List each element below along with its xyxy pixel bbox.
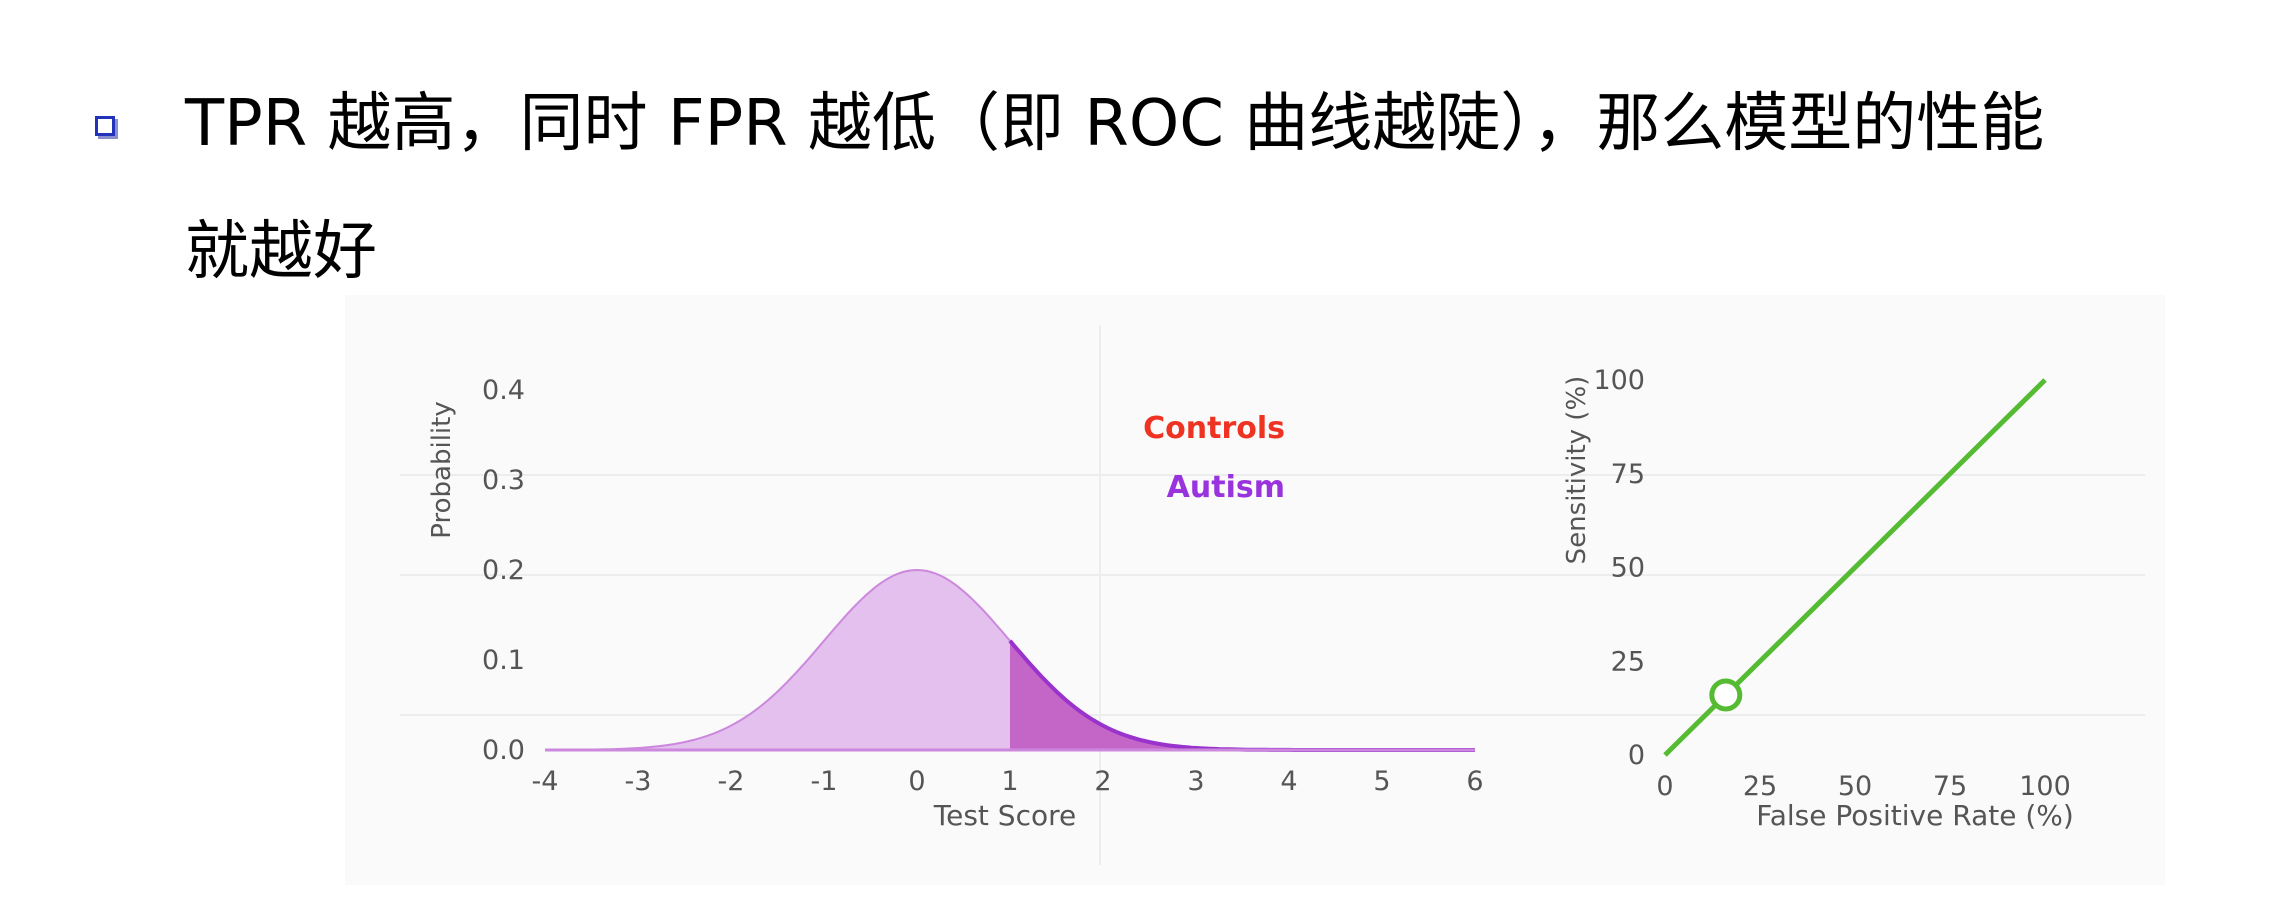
y-tick-label: 25 <box>1611 646 1645 677</box>
roc-x-label: False Positive Rate (%) <box>1756 799 2074 832</box>
roc-y-ticks: 0 25 50 75 100 <box>1593 365 1645 771</box>
distribution-chart: Probability 0.0 0.1 0.2 0.3 0.4 -4 -3 -2 -1 0 1 2 3… <box>427 375 1484 832</box>
distribution-y-label: Probability <box>427 401 457 538</box>
roc-operating-point <box>1709 678 1743 712</box>
y-tick-label: 0 <box>1628 740 1645 771</box>
distribution-y-ticks: 0.0 0.1 0.2 0.3 0.4 <box>482 375 525 766</box>
threshold-shaded-area <box>1010 640 1475 750</box>
y-tick-label: 0.3 <box>482 465 525 496</box>
x-tick-label: 50 <box>1838 771 1872 802</box>
figure-panel: Probability 0.0 0.1 0.2 0.3 0.4 -4 -3 -2 -1 0 1 2 3… <box>345 295 2165 885</box>
x-tick-label: 5 <box>1373 766 1390 797</box>
legend-controls: Controls <box>1143 411 1285 446</box>
legend-autism: Autism <box>1167 470 1285 505</box>
x-tick-label: 6 <box>1466 766 1483 797</box>
x-tick-label: 2 <box>1094 766 1111 797</box>
distribution-x-label: Test Score <box>933 799 1076 832</box>
distribution-x-ticks: -4 -3 -2 -1 0 1 2 3 4 5 6 <box>532 766 1484 797</box>
bullet-text-line-1: TPR 越高，同时 FPR 越低（即 ROC 曲线越陡），那么模型的性能 <box>185 87 2045 161</box>
y-tick-label: 0.0 <box>482 735 525 766</box>
x-tick-label: 25 <box>1743 771 1777 802</box>
x-tick-label: 1 <box>1001 766 1018 797</box>
y-tick-label: 50 <box>1611 553 1645 584</box>
square-bullet-icon <box>95 116 115 136</box>
y-tick-label: 0.4 <box>482 375 525 406</box>
x-tick-label: 0 <box>1656 771 1673 802</box>
x-tick-label: 4 <box>1280 766 1297 797</box>
figure-svg: Probability 0.0 0.1 0.2 0.3 0.4 -4 -3 -2 -1 0 1 2 3… <box>400 325 2145 865</box>
x-tick-label: -3 <box>625 766 652 797</box>
background-grid <box>400 325 2145 865</box>
x-tick-label: 3 <box>1187 766 1204 797</box>
roc-chart: Sensitivity (%) 0 25 50 75 100 0 25 50 75 100 Fa… <box>1562 365 2074 832</box>
y-tick-label: 100 <box>1593 365 1645 396</box>
roc-y-label: Sensitivity (%) <box>1562 376 1592 565</box>
y-tick-label: 75 <box>1611 459 1645 490</box>
bullet-text-line-2: 就越好 <box>185 215 377 289</box>
x-tick-label: 100 <box>2019 771 2071 802</box>
y-tick-label: 0.2 <box>482 555 525 586</box>
x-tick-label: 0 <box>908 766 925 797</box>
x-tick-label: -2 <box>718 766 745 797</box>
x-tick-label: -1 <box>811 766 838 797</box>
x-tick-label: -4 <box>532 766 559 797</box>
roc-x-ticks: 0 25 50 75 100 <box>1656 771 2070 802</box>
x-tick-label: 75 <box>1933 771 1967 802</box>
y-tick-label: 0.1 <box>482 645 525 676</box>
